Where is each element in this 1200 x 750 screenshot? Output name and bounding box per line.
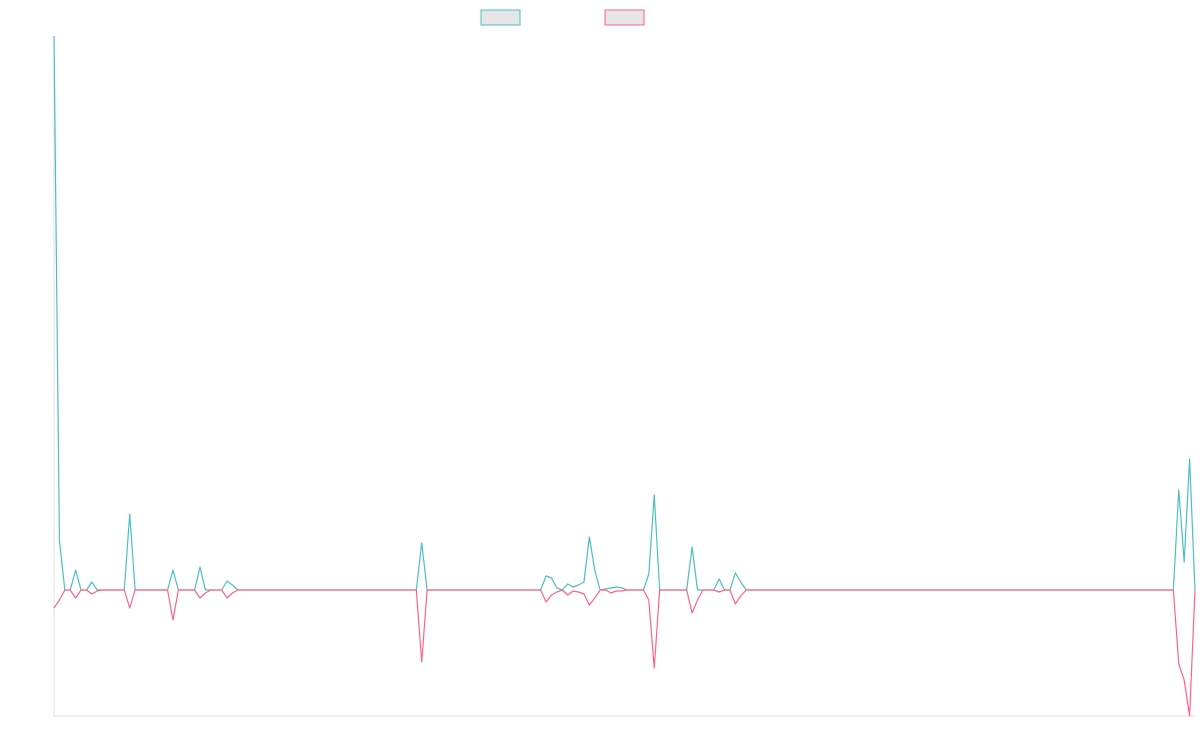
series-line: [53, 589, 1196, 717]
legend-swatch: [480, 9, 521, 26]
legend-swatch: [604, 9, 645, 26]
series-line: [53, 35, 1196, 591]
